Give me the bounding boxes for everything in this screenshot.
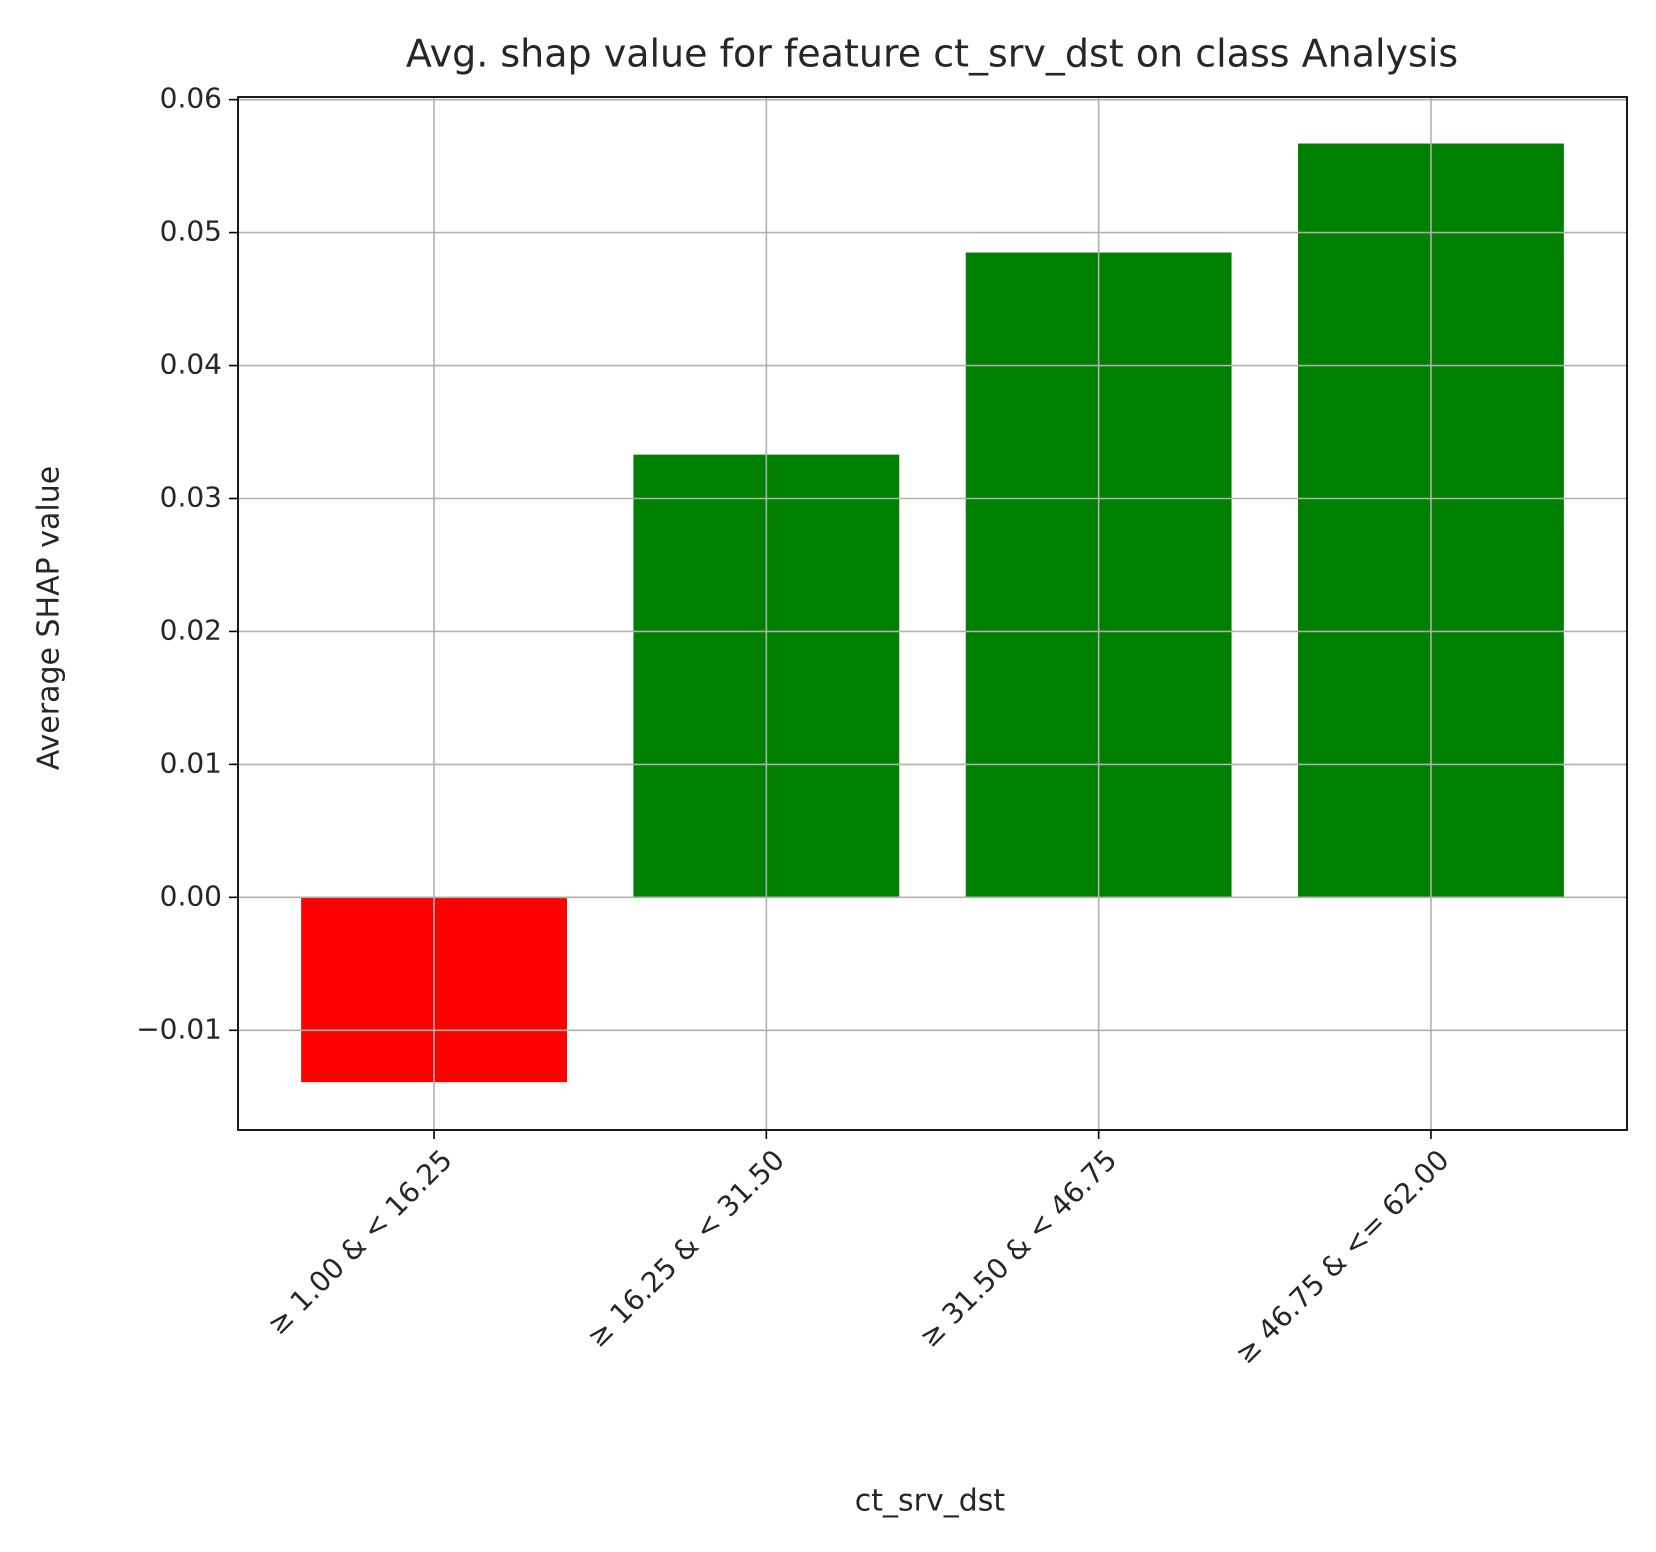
y-tick-label: 0.05 [160, 215, 222, 248]
y-tick-label: 0.00 [160, 879, 222, 912]
y-tick-label: 0.03 [160, 481, 222, 514]
y-tick-label: 0.01 [160, 746, 222, 779]
x-tick-label: ≥ 31.50 & < 46.75 [913, 1143, 1123, 1353]
x-axis-label: ct_srv_dst [855, 1484, 1006, 1519]
chart-title: Avg. shap value for feature ct_srv_dst o… [406, 32, 1458, 76]
y-tick-label: 0.04 [160, 348, 222, 381]
bars [301, 143, 1564, 1083]
x-tick-label: ≥ 46.75 & <= 62.00 [1228, 1143, 1455, 1370]
y-tick-label: −0.01 [136, 1012, 222, 1045]
overlay [229, 96, 1628, 1139]
y-tick-label: 0.06 [160, 82, 222, 115]
plot-frame [237, 96, 1628, 1131]
y-tick-label: 0.02 [160, 613, 222, 646]
x-tick-label: ≥ 16.25 & < 31.50 [580, 1143, 790, 1353]
y-axis-label: Average SHAP value [32, 466, 67, 770]
x-tick-label: ≥ 1.00 & < 16.25 [261, 1143, 459, 1341]
